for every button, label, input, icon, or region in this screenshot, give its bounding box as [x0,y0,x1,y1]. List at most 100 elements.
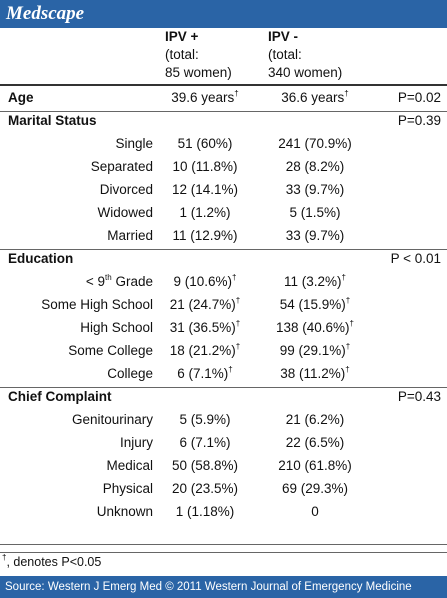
cell-value: 138 (40.6%) [276,320,350,335]
column-subheader: (total: [268,47,302,62]
cell-value: 5 (1.5%) [289,205,341,220]
cell-mark: † [349,319,354,328]
cell-value: 1 (1.18%) [175,504,235,519]
column-header: IPV - [268,29,299,44]
row-label-text: Some College [68,343,153,358]
cell: 33 (9.7%) [286,227,345,245]
row-label-text: Married [107,228,153,243]
cell-value: 10 (11.8%) [172,159,238,174]
cell: 5 (1.5%) [289,204,340,222]
cell: 99 (29.1%)† [280,342,351,360]
column-subheader: 85 women) [165,65,232,80]
footnote-text: , denotes P<0.05 [6,555,102,569]
section-label: Age [8,90,34,105]
row-label: Genitourinary [72,411,153,429]
cell-value: 39.6 years [171,90,235,105]
cell: 22 (6.5%) [286,434,345,452]
column-header: IPV + [165,29,199,44]
cell: 21 (24.7%)† [170,296,241,314]
cell-value: 6 (7.1%) [179,435,231,450]
cell-mark: † [235,319,241,328]
cell: 210 (61.8%) [278,457,352,475]
cell: 33 (9.7%) [286,181,345,199]
row-label: Unknown [97,503,153,521]
cell: 69 (29.3%) [282,480,348,498]
rule [0,111,447,112]
cell: 11 (12.9%) [172,227,237,245]
section-label: Chief Complaint [8,389,112,404]
source-bar: Source: Western J Emerg Med © 2011 Weste… [0,576,447,598]
row-label-text: Unknown [96,504,153,519]
cell-mark: † [232,273,237,282]
rule [0,84,447,86]
row-label-sup: th [105,273,112,282]
cell-value: 38 (11.2%) [280,366,346,381]
p-value: P < 0.01 [390,251,441,266]
cell-value: 5 (5.9%) [179,412,231,427]
cell: 241 (70.9%) [278,135,352,153]
row-label-text: Separated [90,159,153,174]
cell-value: 69 (29.3%) [281,481,349,496]
cell: 28 (8.2%) [286,158,345,176]
cell: 0 [311,503,319,521]
row-label-tail: Grade [111,274,153,289]
row-label: Widowed [97,204,153,222]
section-label: Marital Status [8,113,97,128]
cell-value: 210 (61.8%) [278,458,352,473]
column-subheader: (total: [165,47,199,62]
cell-value: 12 (14.1%) [171,182,239,197]
cell: 138 (40.6%)† [276,319,354,337]
cell: 51 (60%) [178,135,233,153]
cell-value: 20 (23.5%) [171,481,239,496]
row-label-text: Some High School [41,297,153,312]
cell: 6 (7.1%) [179,434,230,452]
cell-value: 28 (8.2%) [285,159,345,174]
row-label: Some College [68,342,153,360]
row-label-text: College [107,366,153,381]
row-label-text: High School [80,320,153,335]
cell-value: 11 (12.9%) [172,228,238,243]
row-label: Medical [106,457,153,475]
cell-value: 21 (24.7%) [169,297,236,312]
section-label: Education [8,251,74,266]
cell-value: 11 (3.2%) [284,274,342,289]
row-label: Single [115,135,153,153]
cell: 6 (7.1%)† [177,365,232,383]
row-label: College [107,365,153,383]
p-value: P=0.43 [397,389,441,404]
cell: 1 (1.18%) [176,503,235,521]
cell-mark: † [345,342,351,351]
cell: 21 (6.2%) [286,411,345,429]
cell-value: 22 (6.5%) [285,435,345,450]
cell-value: 6 (7.1%) [177,366,229,381]
rule [0,544,447,545]
row-label-text: Divorced [99,182,153,197]
cell: 12 (14.1%) [172,181,238,199]
brand: Medscape [6,3,85,24]
rule [0,387,447,388]
cell-mark: † [234,89,239,98]
cell-value: 31 (36.5%) [169,320,236,335]
cell-mark: † [344,89,349,98]
column-subheader: 340 women) [268,65,343,80]
cell-mark: † [235,296,241,305]
cell-value: 33 (9.7%) [285,228,345,243]
row-label: Married [107,227,153,245]
row-label: Divorced [100,181,153,199]
row-label-text: Widowed [97,205,153,220]
cell-value: 9 (10.6%) [173,274,233,289]
cell: 54 (15.9%)† [280,296,351,314]
row-label: Some High School [41,296,153,314]
cell: 5 (5.9%) [179,411,230,429]
cell: 38 (11.2%)† [280,365,350,383]
cell-value: 18 (21.2%) [169,343,236,358]
cell-value: 51 (60%) [177,136,233,151]
cell-value: 33 (9.7%) [285,182,345,197]
row-label-text: Physical [102,481,153,496]
rule [0,249,447,250]
cell-mark: † [235,342,241,351]
cell-value: 36.6 years [281,90,345,105]
cell: 39.6 years† [171,89,239,107]
row-label: < 9th Grade [86,273,153,291]
